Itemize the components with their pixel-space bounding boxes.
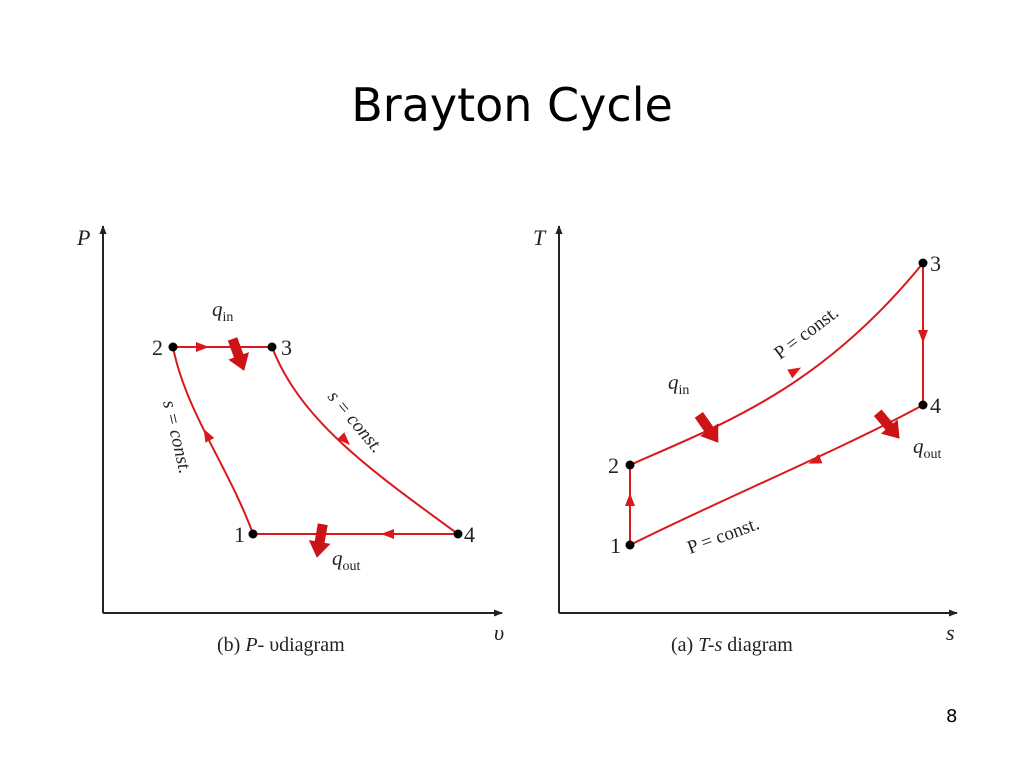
- ts-diagram: T s 1 2 3 4 P = const. P = const. qin qo…: [533, 225, 958, 656]
- ts-point-label-2: 2: [608, 453, 619, 478]
- pv-heat-out-arrow: [308, 523, 331, 558]
- pv-point-label-4: 4: [464, 522, 475, 547]
- ts-flow-arrow-3-4: [918, 330, 928, 343]
- pv-expansion-label: s = const.: [323, 387, 387, 458]
- pv-state-point-1: [248, 529, 258, 539]
- ts-lower-isobar-label: P = const.: [685, 513, 763, 558]
- pv-flow-arrow-4-1: [381, 529, 394, 539]
- pv-flow-arrow-1-2: [203, 428, 215, 443]
- ts-state-point-4: [918, 400, 928, 410]
- ts-point-label-3: 3: [930, 251, 941, 276]
- ts-q-in-label: qin: [668, 370, 689, 398]
- ts-process-2-3: [629, 262, 924, 466]
- ts-q-out-label: qout: [913, 434, 942, 462]
- ts-heat-in-arrow: [694, 412, 719, 443]
- ts-x-axis-label: s: [946, 620, 955, 645]
- pv-heat-in-arrow: [227, 337, 250, 371]
- slide-number: 8: [946, 706, 958, 727]
- ts-point-label-1: 1: [610, 533, 621, 558]
- pv-process-3-4: [271, 346, 459, 535]
- slide-title: Brayton Cycle: [351, 78, 673, 132]
- pv-x-axis-label: υ: [494, 620, 504, 645]
- ts-flow-arrow-2-3: [787, 367, 802, 379]
- ts-flow-arrow-1-2: [625, 493, 635, 506]
- ts-heat-out-arrow: [873, 409, 900, 439]
- pv-diagram: P υ 1 2 3 4 s = const. s = const. qin qo…: [76, 225, 504, 656]
- pv-point-label-1: 1: [234, 522, 245, 547]
- pv-state-point-3: [267, 342, 277, 352]
- pv-state-point-2: [168, 342, 178, 352]
- ts-process-4-1: [629, 404, 924, 546]
- pv-flow-arrow-3-4: [337, 432, 350, 445]
- ts-y-axis-label: T: [533, 225, 547, 250]
- pv-y-axis-label: P: [76, 225, 90, 250]
- ts-state-point-2: [625, 460, 635, 470]
- pv-caption: (b) P- υdiagram: [217, 634, 345, 656]
- ts-point-label-4: 4: [930, 393, 941, 418]
- pv-point-label-2: 2: [152, 335, 163, 360]
- ts-state-point-3: [918, 258, 928, 268]
- pv-point-label-3: 3: [281, 335, 292, 360]
- pv-q-in-label: qin: [212, 297, 233, 325]
- pv-state-point-4: [453, 529, 463, 539]
- pv-flow-arrow-2-3: [196, 342, 209, 352]
- ts-caption: (a) T-s diagram: [671, 634, 793, 656]
- pv-compression-label: s = const.: [158, 398, 195, 475]
- pv-q-out-label: qout: [332, 546, 361, 574]
- ts-state-point-1: [625, 540, 635, 550]
- ts-flow-arrow-4-1: [808, 454, 823, 464]
